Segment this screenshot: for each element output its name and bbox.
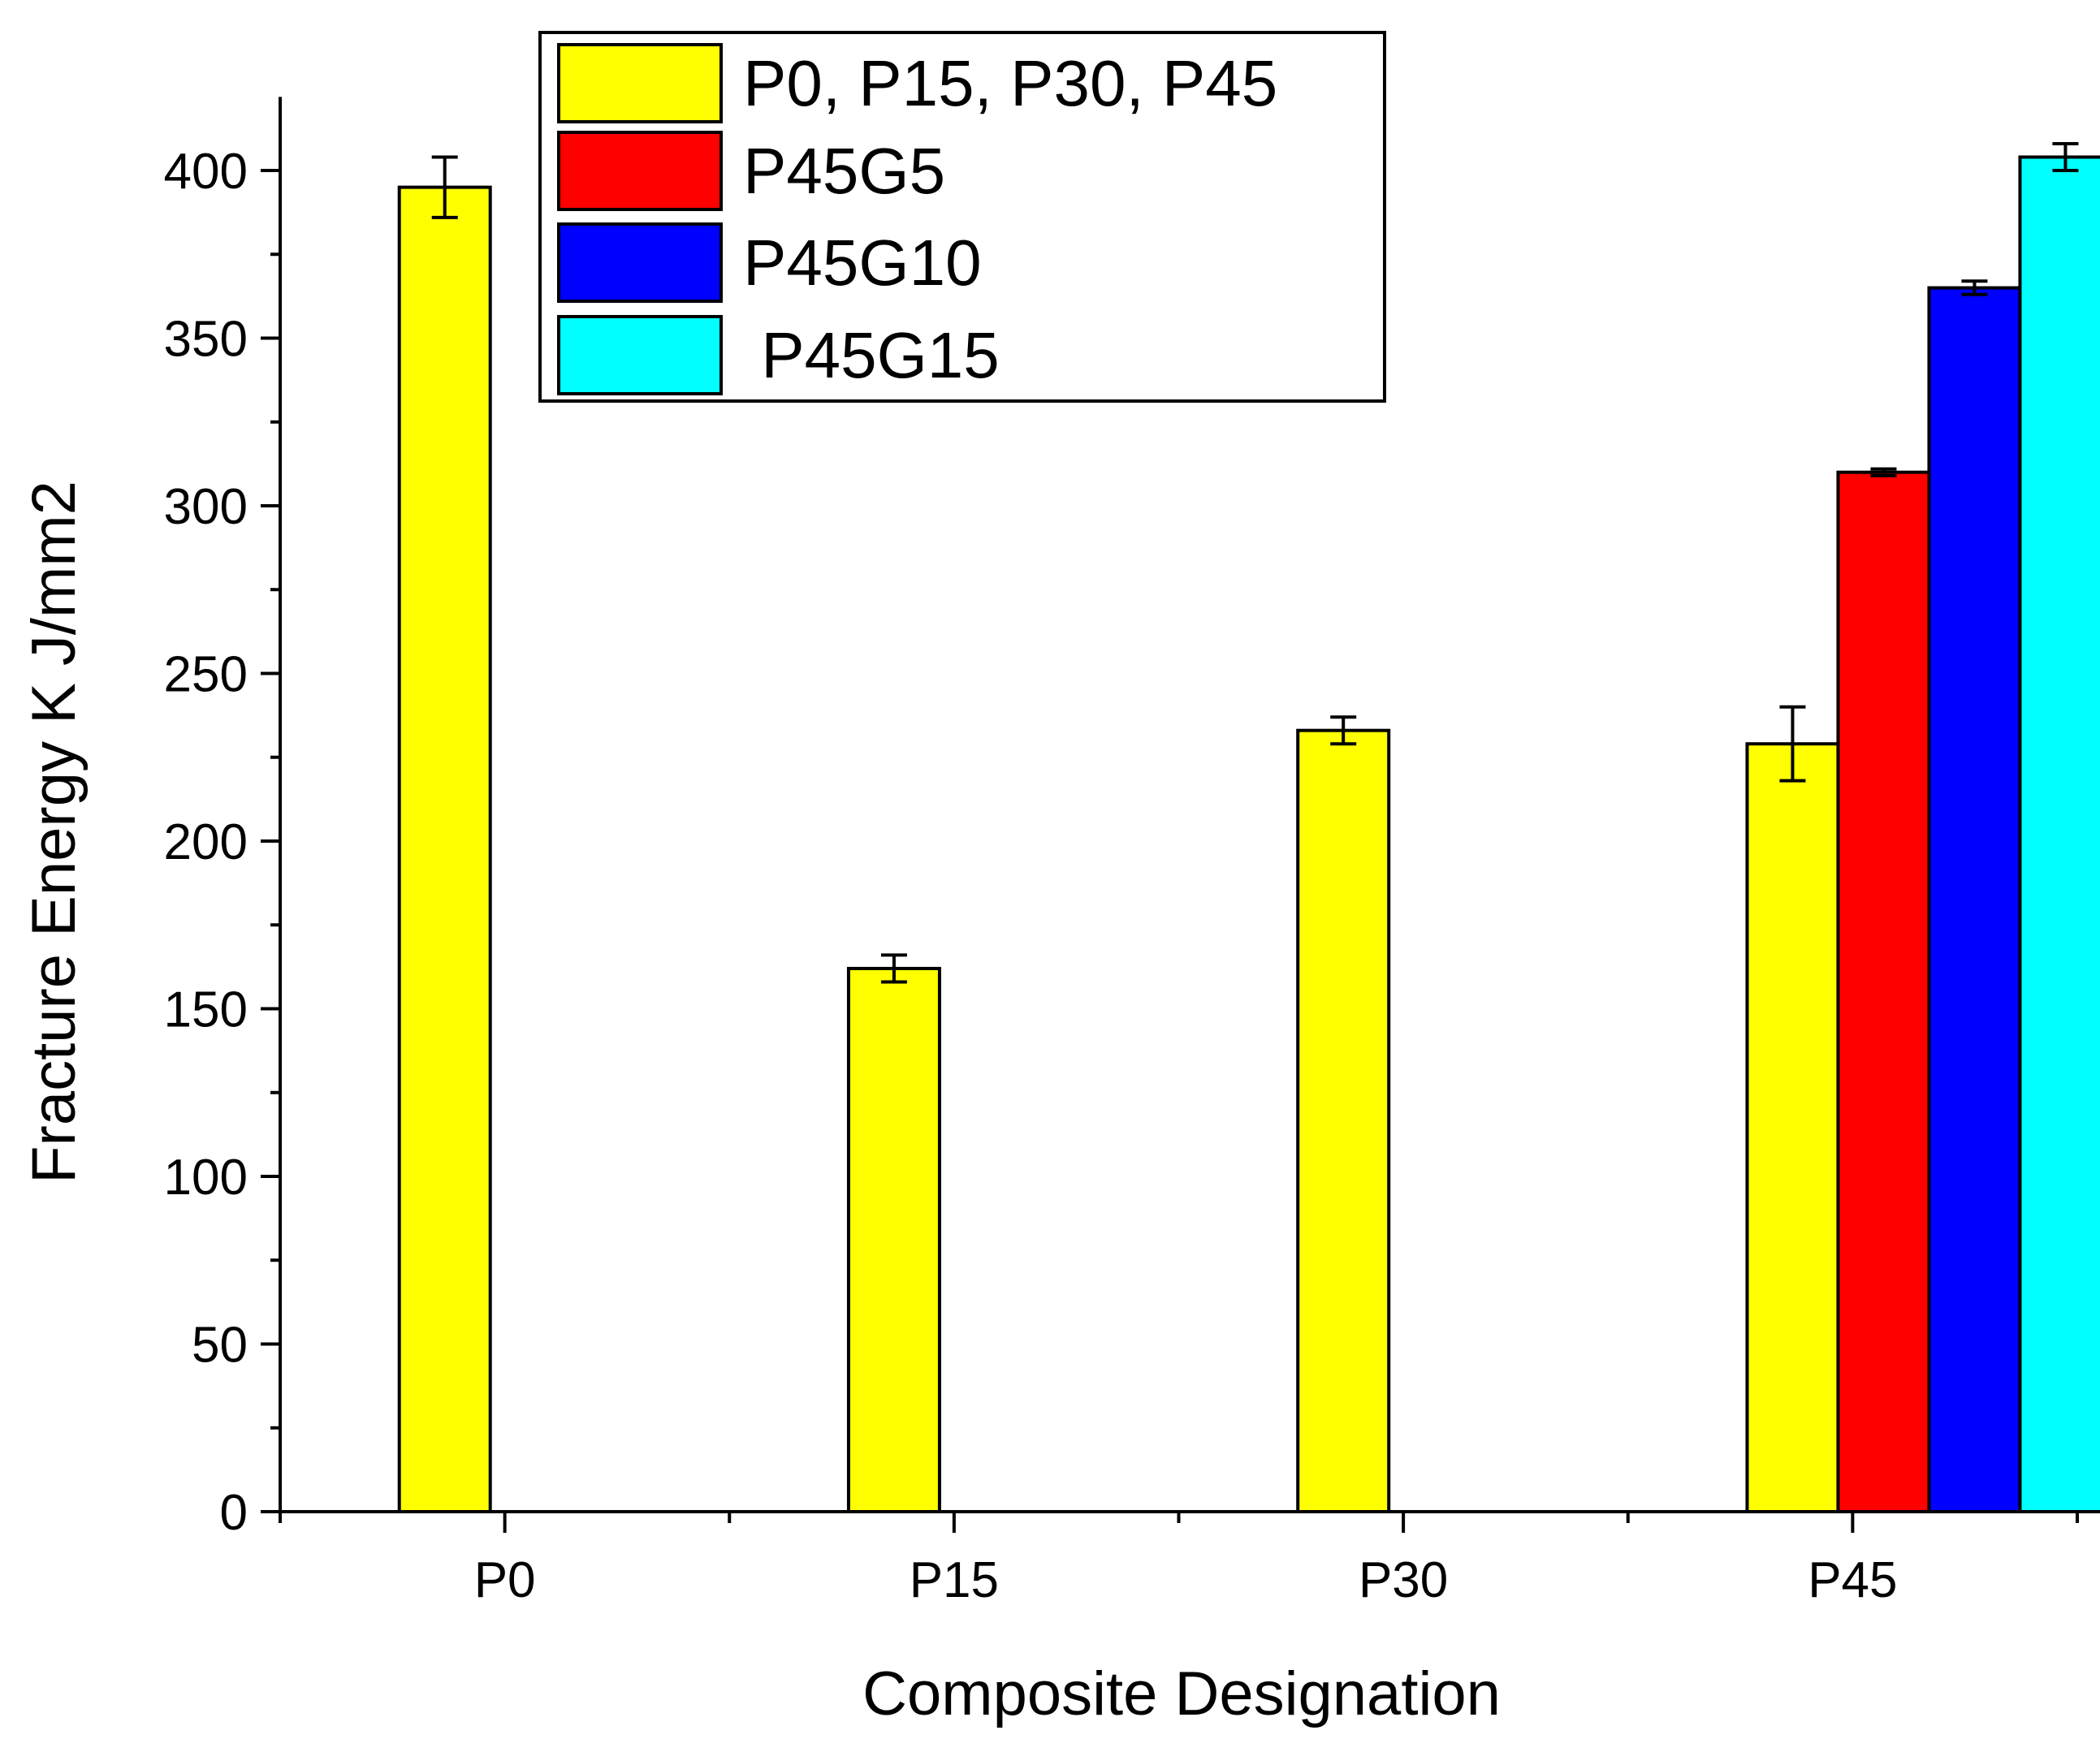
y-tick-label: 250 <box>164 647 248 703</box>
legend-label-p45g15: P45G15 <box>743 319 1000 391</box>
legend-swatch-p45g5 <box>557 131 723 211</box>
bar-p0-p0-p15-p30-p45 <box>397 185 492 1513</box>
bar-p45-p0-p15-p30-p45 <box>1745 742 1840 1513</box>
y-tick-label: 300 <box>164 479 248 535</box>
bar-p45-p45g15 <box>2018 155 2100 1514</box>
y-tick-label: 0 <box>220 1485 248 1541</box>
y-tick-label: 400 <box>164 144 248 200</box>
x-tick-label-p0: P0 <box>474 1552 536 1608</box>
bar-p30-p0-p15-p30-p45 <box>1296 728 1391 1513</box>
y-tick-label: 200 <box>164 814 248 870</box>
plot-area: 0 50 100 150 200 250 300 350 400 P0 P15 P30 P45 <box>164 97 2100 1608</box>
x-tick-label-p45: P45 <box>1808 1552 1897 1608</box>
legend-label-p45g5: P45G5 <box>743 135 945 207</box>
x-tick-label-p30: P30 <box>1359 1552 1448 1608</box>
legend-swatch-p45g10 <box>557 222 723 303</box>
x-tick-label-p15: P15 <box>910 1552 999 1608</box>
y-tick-label: 100 <box>164 1150 248 1206</box>
y-axis-title: Fracture Energy K J/mm2 <box>19 481 89 1184</box>
legend-swatch-p45g15 <box>557 315 723 395</box>
legend: P0, P15, P30, P45 P45G5 P45G10 P45G15 <box>538 31 1386 403</box>
y-tick-label: 150 <box>164 982 248 1038</box>
bar-p45-p45g10 <box>1927 286 2022 1513</box>
bar-p15-p0-p15-p30-p45 <box>846 966 941 1513</box>
y-tick-label: 50 <box>192 1318 248 1374</box>
legend-label-p0-p15-p30-p45: P0, P15, P30, P45 <box>743 47 1277 119</box>
bar-p45-p45g5 <box>1836 470 1931 1514</box>
legend-swatch-p0-p15-p30-p45 <box>557 43 723 123</box>
legend-label-p45g10: P45G10 <box>743 227 982 299</box>
x-axis-title: Composite Designation <box>862 1659 1501 1728</box>
y-tick-label: 350 <box>164 312 248 368</box>
